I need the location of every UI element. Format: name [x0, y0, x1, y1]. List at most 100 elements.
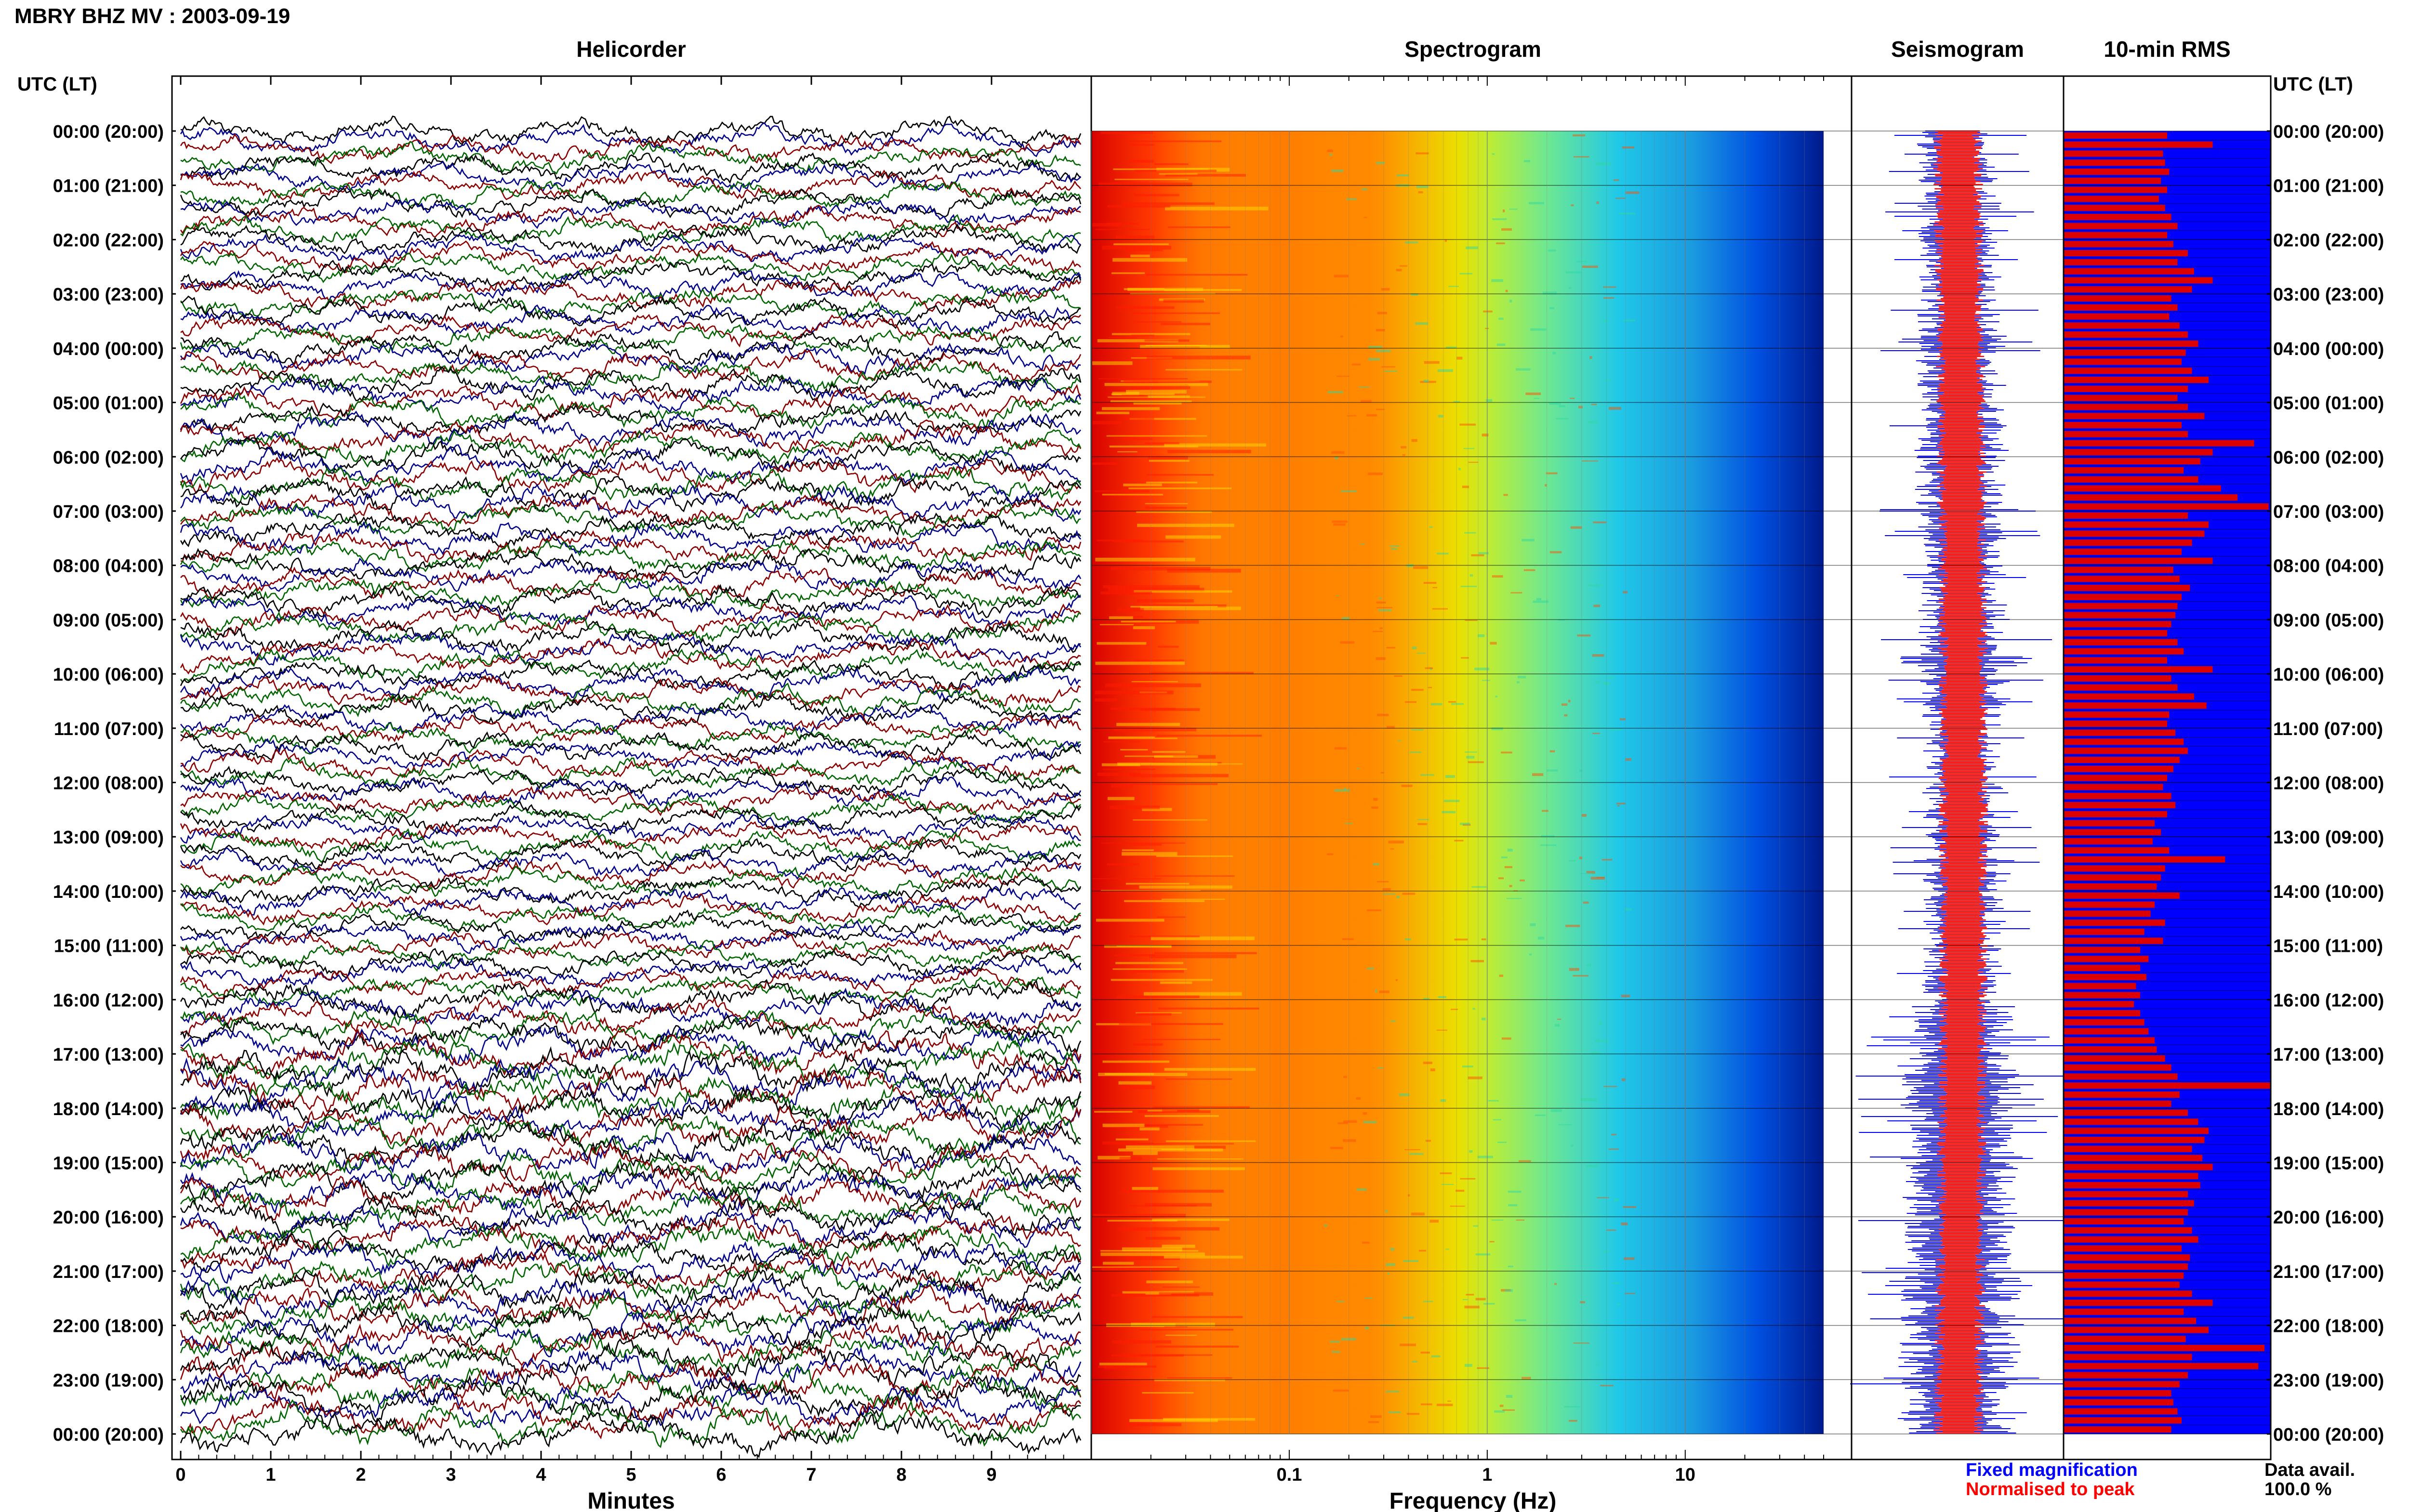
spectrogram-speckle: [1450, 1205, 1465, 1207]
spectrogram-speckle: [1623, 1206, 1636, 1208]
helicorder-trace: [180, 205, 1081, 238]
spectrogram-speckle: [1149, 954, 1237, 959]
rms-bar: [2064, 675, 2171, 682]
spectrogram-speckle: [1144, 1203, 1212, 1207]
helicorder-trace: [180, 611, 1081, 647]
spectrogram-speckle: [1495, 696, 1497, 697]
time-label-left: 10:00 (06:00): [53, 665, 164, 685]
data-availability-value: 100.0 %: [2264, 1479, 2331, 1499]
rms-bar: [2064, 1426, 2171, 1433]
rms-bar: [2064, 856, 2225, 863]
spectrogram-speckle: [1108, 736, 1155, 738]
spectrogram-speckle: [1602, 682, 1610, 685]
spectrogram-speckle: [1343, 1076, 1347, 1078]
spectrogram-speckle: [1499, 974, 1503, 977]
spectrogram-speckle: [1473, 1225, 1478, 1227]
helicorder-trace: [180, 1321, 1081, 1367]
helicorder-trace: [180, 410, 1081, 448]
spectrogram-speckle: [1352, 363, 1361, 366]
spectrogram-speckle: [1145, 503, 1188, 504]
spectrogram-speckle: [1490, 642, 1497, 645]
spectrogram-speckle: [1520, 879, 1525, 881]
rms-bar: [2064, 765, 2173, 772]
spectrogram-speckle: [1370, 1415, 1382, 1418]
minute-tick-label: 9: [986, 1465, 996, 1485]
rms-bar: [2064, 1218, 2184, 1225]
rms-bar: [2064, 494, 2238, 501]
spectrogram-speckle: [1568, 1420, 1577, 1422]
spectrogram-speckle: [1376, 161, 1385, 164]
rms-bar: [2064, 358, 2182, 365]
spectrogram-speckle: [1165, 535, 1221, 539]
helicorder-trace: [180, 548, 1082, 582]
spectrogram-speckle: [1131, 334, 1154, 337]
spectrogram-speckle: [1101, 842, 1185, 844]
spectrogram-speckle: [1107, 797, 1135, 801]
spectrogram-speckle: [1419, 1249, 1427, 1252]
spectrogram-speckle: [1111, 393, 1175, 395]
helicorder-trace: [180, 1057, 1082, 1108]
spectrogram-speckle: [1346, 198, 1357, 200]
helicorder-trace: [180, 1302, 1082, 1351]
spectrogram-speckle: [1104, 383, 1208, 386]
spectrogram-speckle: [1468, 1076, 1482, 1079]
spectrogram-speckle: [1376, 408, 1385, 410]
spectrogram-speckle: [1153, 1106, 1250, 1109]
minute-tick-label: 2: [356, 1465, 366, 1485]
helicorder-trace: [180, 1175, 1082, 1221]
rms-bar: [2064, 1245, 2182, 1252]
rms-bar: [2064, 1327, 2209, 1333]
spectrogram-speckle: [1347, 415, 1357, 417]
time-label-left: 20:00 (16:00): [53, 1208, 164, 1228]
helicorder-trace: [180, 342, 1081, 375]
minute-tick-label: 1: [265, 1465, 276, 1485]
helicorder-trace: [180, 920, 1082, 954]
spectrogram-speckle: [1411, 439, 1417, 442]
spectrogram-speckle: [1573, 1342, 1589, 1344]
spectrogram-speckle: [1148, 395, 1190, 398]
spectrogram-speckle: [1103, 585, 1200, 589]
spectrogram-speckle: [1376, 607, 1393, 608]
spectrogram-speckle: [1134, 194, 1179, 197]
spectrogram-speckle: [1625, 758, 1631, 761]
spectrogram-speckle: [1116, 995, 1200, 998]
spectrogram-speckle: [1420, 774, 1434, 776]
spectrogram-speckle: [1337, 1301, 1345, 1302]
helicorder-trace: [180, 1412, 1082, 1459]
rms-bar: [2064, 196, 2159, 202]
spectrogram-speckle: [1337, 595, 1339, 596]
helicorder-x-axis: 0 1 2 3 4 5 6 7 8 9: [175, 76, 1064, 1485]
spectrogram-speckle: [1420, 1403, 1432, 1406]
spectrogram-speckle: [1145, 442, 1179, 445]
helicorder-trace: [180, 512, 1081, 548]
helicorder-trace: [180, 1386, 1081, 1428]
time-label-right: 12:00 (08:00): [2273, 774, 2384, 794]
spectrogram-speckle: [1540, 844, 1557, 846]
spectrogram-speckle: [1441, 1183, 1454, 1185]
rms-bar: [2064, 1182, 2200, 1188]
spectrogram-speckle: [1371, 806, 1378, 809]
spectrogram-speckle: [1106, 435, 1207, 437]
spectrogram-speckle: [1145, 1293, 1171, 1295]
rms-bar: [2064, 232, 2167, 238]
spectrogram-speckle: [1401, 784, 1413, 787]
time-label-right: 10:00 (06:00): [2273, 665, 2384, 685]
spectrogram-speckle: [1603, 286, 1616, 288]
helicorder-trace: [181, 1374, 1081, 1422]
minute-tick-label: 6: [716, 1465, 726, 1485]
spectrogram-speckle: [1108, 588, 1204, 592]
spectrogram-speckle: [1344, 788, 1347, 790]
rms-bar: [2064, 476, 2198, 483]
spectrogram-speckle: [1466, 1294, 1474, 1296]
spectrogram-speckle: [1329, 154, 1333, 156]
spectrogram-speckle: [1127, 843, 1162, 846]
spectrogram-speckle: [1565, 271, 1582, 274]
spectrogram-speckle: [1445, 775, 1455, 778]
spectrogram-speckle: [1556, 418, 1569, 420]
spectrogram-speckle: [1151, 936, 1255, 940]
spectrogram-speckle: [1163, 299, 1204, 303]
spectrogram-speckle: [1523, 160, 1531, 162]
spectrogram-speckle: [1100, 131, 1153, 134]
spectrogram-speckle: [1404, 241, 1418, 244]
spectrogram-speckle: [1122, 1291, 1194, 1294]
